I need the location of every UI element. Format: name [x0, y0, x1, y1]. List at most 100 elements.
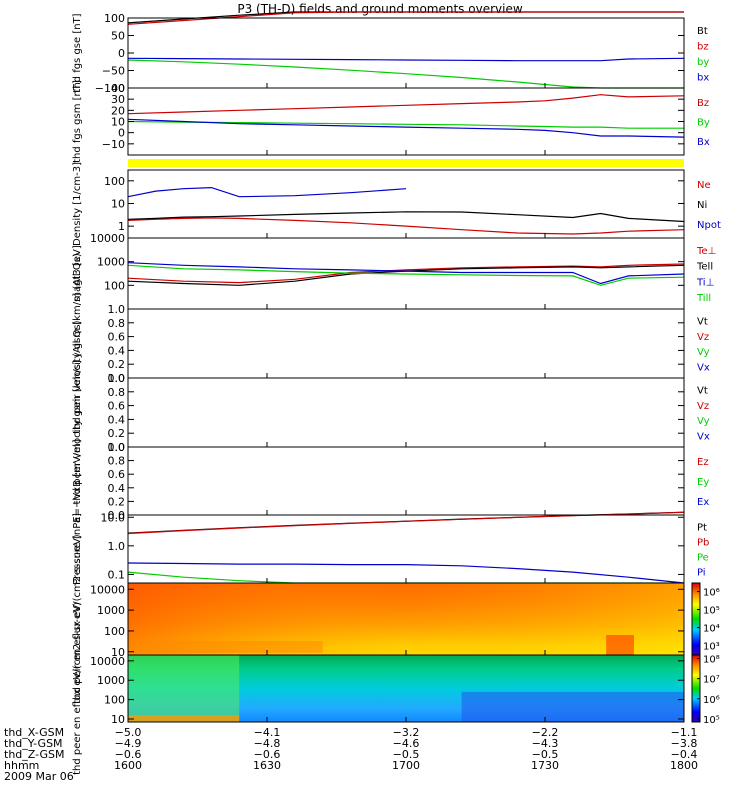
y-tick-label: −50	[102, 65, 125, 78]
colorbar-tick-label: 10⁶	[703, 588, 720, 599]
y-tick-label: 50	[111, 30, 125, 43]
y-tick-label: 1.0	[108, 441, 126, 454]
y-tick-label: 20	[111, 104, 125, 117]
legend-label: Vz	[697, 401, 709, 412]
y-tick-label: 10.0	[101, 511, 126, 524]
legend-label: bx	[697, 72, 709, 83]
x-tick-label: −0.5	[532, 748, 559, 761]
legend-label: Vz	[697, 332, 709, 343]
y-tick-label: 10000	[90, 583, 125, 596]
y-tick-label: 0.0	[108, 441, 126, 454]
x-tick-label: −0.6	[254, 748, 281, 761]
y-tick-label: 0.0	[108, 372, 126, 385]
x-tick-label: −5.0	[115, 726, 142, 739]
x-tick-label: −3.8	[671, 737, 698, 750]
series-line-bx	[127, 57, 685, 62]
series-line-till	[127, 264, 685, 286]
x-tick-label: −4.3	[532, 737, 559, 750]
series-line-ne	[127, 217, 685, 235]
y-tick-label: 0.4	[108, 413, 126, 426]
legend-label: Pt	[697, 523, 707, 534]
y-tick-label: 0.6	[108, 400, 126, 413]
legend-label: Ey	[697, 477, 709, 488]
electron-late-band	[461, 691, 684, 722]
legend-label: Ex	[697, 497, 709, 508]
panel-frame	[127, 87, 685, 156]
x-tick-label: 1800	[670, 759, 698, 772]
colorbar-tick-label: 10³	[703, 642, 720, 653]
legend-label: Ti⊥	[696, 277, 714, 288]
legend-label: Vt	[697, 386, 708, 397]
y-tick-label: 0	[118, 47, 125, 60]
y-tick-label: 0	[118, 127, 125, 140]
legend-label: Te⊥	[696, 246, 716, 257]
y-tick-label: 1.0	[108, 540, 126, 553]
colorbar-tick-label: 10⁶	[703, 695, 720, 706]
y-tick-label: 100	[104, 279, 125, 292]
y-tick-label: 40	[111, 82, 125, 95]
panel-frame	[127, 514, 685, 584]
y-tick-label: 0.8	[108, 455, 126, 468]
legend-label: bz	[697, 41, 709, 52]
y-tick-label: 0.0	[108, 509, 126, 522]
y-axis-label: E=−VxB [mV/m]	[72, 439, 83, 522]
y-tick-label: 10000	[90, 655, 125, 668]
y-tick-label: 10	[111, 116, 125, 129]
legend-label: Pe	[697, 553, 709, 564]
x-row-label: hhmm	[4, 759, 39, 772]
y-tick-label: 0.2	[108, 358, 126, 371]
legend-label: Vy	[697, 347, 710, 358]
legend-label: Npot	[697, 220, 721, 231]
y-tick-label: 1000	[97, 256, 125, 269]
y-tick-label: 100	[104, 12, 125, 25]
series-line-by	[127, 120, 684, 129]
legend-label: Tell	[696, 262, 713, 273]
panel-pressure: Pt Pb Pe Pi 10.0 1.0 0.1 Pressure [nPa]	[72, 511, 709, 585]
legend-label: by	[697, 57, 709, 68]
y-axis-label: magt3 [eV]	[72, 245, 83, 302]
y-axis-label: thd peer en eflux eV/(cm2-s-sr-eV)	[72, 602, 83, 775]
panel-frame	[127, 377, 685, 448]
y-tick-label: 0.4	[108, 344, 126, 357]
legend-label: Vt	[697, 317, 708, 328]
date-label: 2009 Mar 06	[4, 770, 74, 783]
panel-frame	[127, 169, 685, 239]
x-tick-label: 1600	[114, 759, 142, 772]
x-tick-label: −2.2	[532, 726, 559, 739]
colorbar-tick-label: 10⁷	[703, 675, 720, 686]
x-tick-label: 1730	[531, 759, 559, 772]
y-tick-label: 1000	[97, 674, 125, 687]
panel-frame	[127, 308, 685, 379]
y-axis-label: Density [1/cm-3]	[72, 162, 83, 246]
x-tick-label: −4.1	[254, 726, 281, 739]
legend-label: Ni	[697, 200, 707, 211]
y-axis-label: thd peer velocity gsm [km/s] (All Qs)	[72, 320, 83, 504]
legend-label: Vx	[697, 431, 710, 442]
y-tick-label: −10	[102, 138, 125, 151]
y-tick-label: 100	[104, 625, 125, 638]
panel-frame	[127, 17, 685, 89]
y-tick-label: 10	[111, 197, 125, 210]
panel-temperature: Te⊥ Tell Ti⊥ Till 10000 1000 100 magt3 [eV]	[72, 232, 716, 310]
y-axis-label: thd peir velocity gsm [km/s] (All Qs)	[72, 253, 83, 434]
y-tick-label: −100	[95, 82, 125, 95]
legend-label: Ez	[697, 457, 709, 468]
legend-label: Vy	[697, 416, 710, 427]
electron-low-energy-band	[128, 715, 240, 722]
ion-burst-feature	[606, 635, 634, 655]
x-tick-label: −0.4	[671, 748, 698, 761]
x-tick-label: −0.5	[393, 748, 420, 761]
series-line-pi	[127, 562, 685, 584]
series-line-tell	[127, 264, 685, 286]
x-tick-label: 1700	[392, 759, 420, 772]
y-tick-label: 10	[111, 646, 125, 659]
panel-frame	[127, 446, 685, 516]
y-tick-label: 100	[104, 175, 125, 188]
colorbar-tick-label: 10⁵	[703, 606, 720, 617]
x-tick-label: −3.2	[393, 726, 420, 739]
ion-low-energy-band	[128, 641, 323, 653]
x-row-label: thd_Y-GSM	[4, 737, 63, 750]
